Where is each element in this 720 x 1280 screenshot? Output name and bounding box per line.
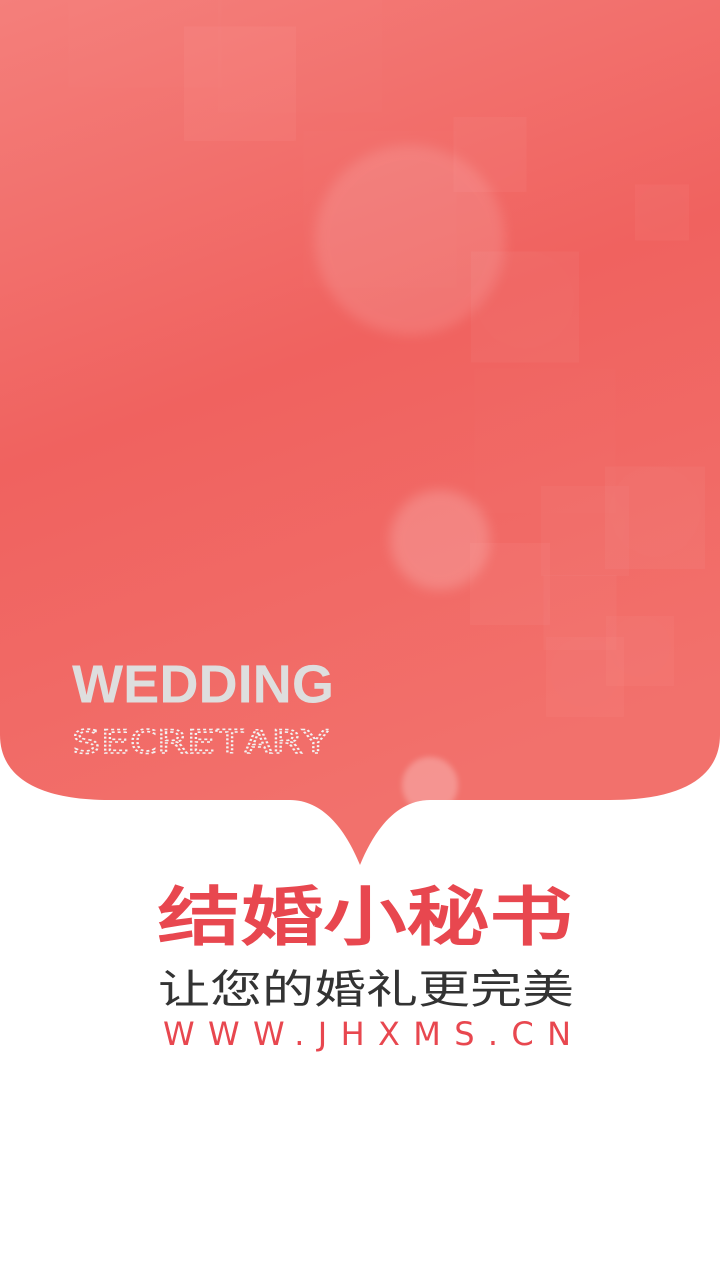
heart: [476, 549, 544, 618]
heart: [521, 0, 599, 81]
en-title: WEDDING: [72, 654, 334, 714]
bokeh-circle: [390, 490, 490, 590]
heart: [461, 694, 549, 785]
en-subtitle: SECRETARY: [72, 723, 330, 761]
heart: [480, 260, 570, 353]
heart: [459, 123, 521, 186]
banner-shape: [0, 0, 720, 865]
hearts-decoration: [81, 0, 720, 813]
heart: [611, 622, 669, 681]
heart: [618, 57, 702, 143]
heart: [549, 581, 611, 644]
heart: [613, 475, 697, 561]
heart: [660, 427, 720, 488]
bokeh-circle: [402, 757, 458, 813]
heart: [81, 0, 209, 75]
heart: [383, 36, 477, 132]
slogan: 让您的婚礼更完美: [158, 967, 574, 1013]
heart: [358, 0, 422, 35]
heart: [596, 286, 704, 397]
app-title: 结婚小秘书: [158, 882, 573, 956]
heart: [552, 644, 618, 711]
heart: [563, 373, 637, 449]
heart: [548, 493, 622, 569]
heart: [193, 36, 287, 132]
heart: [639, 189, 685, 236]
heart: [316, 144, 444, 275]
